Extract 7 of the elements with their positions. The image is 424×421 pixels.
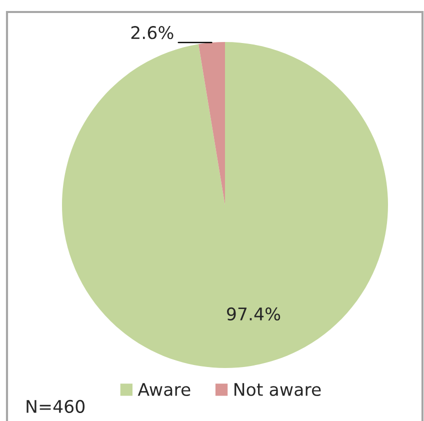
data-label: 97.4% [227,307,280,321]
text: N=460 [26,400,85,414]
data-label: 2.6% [131,26,174,40]
legend-label: Aware [138,383,190,396]
pie-slice [198,42,225,205]
legend-label: Not aware [234,383,321,396]
pie-slice [62,42,388,368]
